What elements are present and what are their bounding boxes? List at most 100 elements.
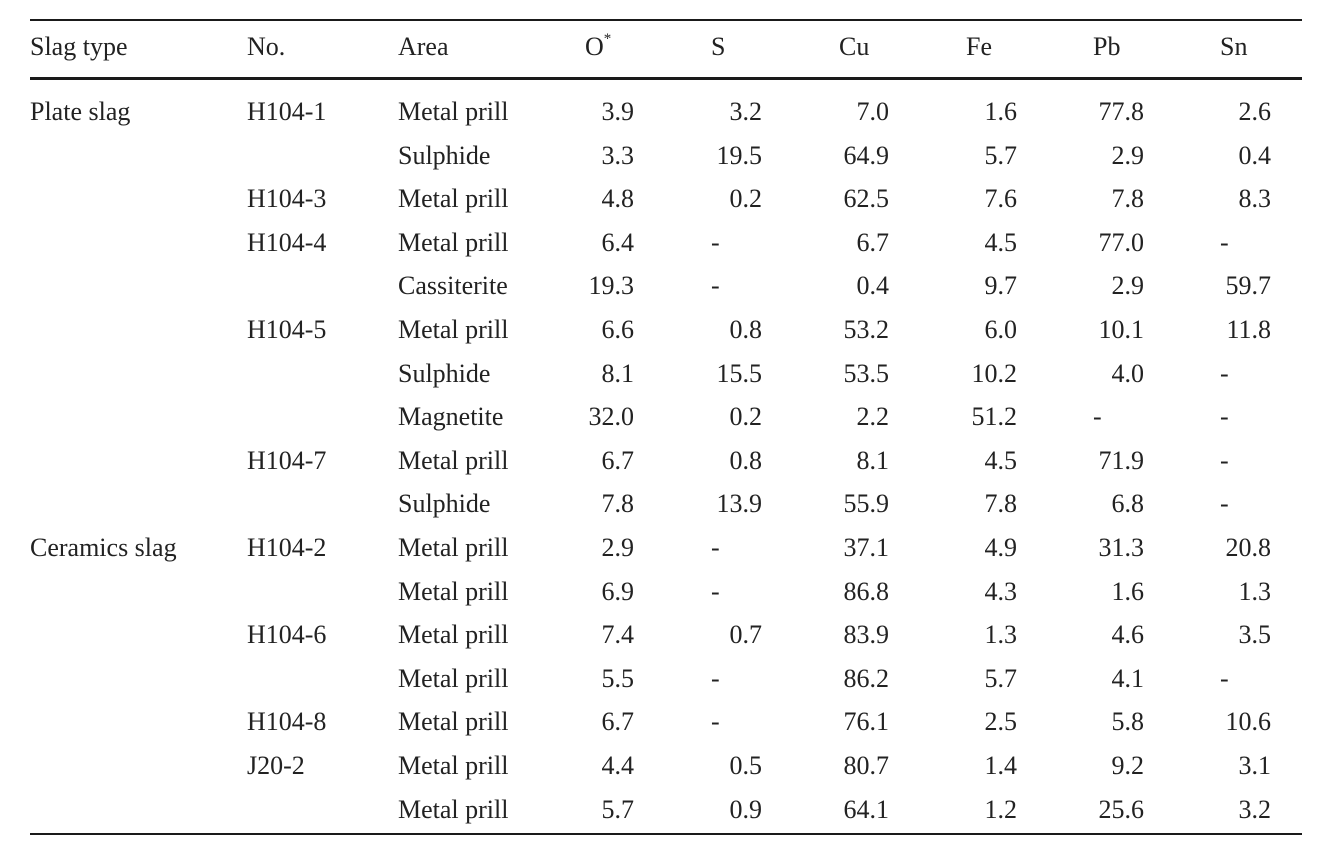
cell-no: H104-8 bbox=[247, 707, 327, 737]
cell-area: Sulphide bbox=[398, 358, 491, 388]
cell-pb: 9.2 bbox=[1111, 751, 1145, 780]
cell-area: Magnetite bbox=[398, 402, 504, 432]
cell-sn: - bbox=[1220, 663, 1229, 693]
cell-sn: 10.6 bbox=[1225, 707, 1272, 737]
cell-area: Cassiterite bbox=[398, 271, 508, 301]
cell-fe: 4.5 bbox=[984, 445, 1018, 475]
cell-cu: 53.5 bbox=[843, 358, 890, 388]
cell-area: Metal prill bbox=[398, 533, 509, 562]
cell-o: 3.9 bbox=[601, 97, 635, 126]
cell-fe: 4.3 bbox=[984, 576, 1018, 606]
cell-sn: - bbox=[1220, 402, 1229, 432]
cell-pb: 2.9 bbox=[1111, 140, 1145, 170]
cell-area: Metal prill bbox=[398, 620, 509, 650]
header-area: Area bbox=[398, 32, 449, 61]
cell-fe: 7.6 bbox=[984, 184, 1018, 214]
table-bottom-rule bbox=[30, 833, 1302, 835]
cell-s: - bbox=[711, 707, 720, 737]
cell-s: 0.8 bbox=[729, 445, 763, 475]
cell-fe: 1.3 bbox=[984, 620, 1018, 650]
cell-sn: 3.1 bbox=[1238, 751, 1272, 780]
cell-cu: 83.9 bbox=[843, 620, 890, 650]
cell-pb: 2.9 bbox=[1111, 271, 1145, 301]
cell-cu: 86.8 bbox=[843, 576, 890, 606]
cell-area: Metal prill bbox=[398, 663, 509, 693]
cell-sn: 11.8 bbox=[1226, 315, 1271, 344]
cell-cu: 86.2 bbox=[843, 663, 890, 693]
cell-no: H104-1 bbox=[247, 97, 327, 126]
cell-pb: 77.0 bbox=[1098, 227, 1145, 257]
cell-area: Metal prill bbox=[398, 97, 509, 126]
cell-fe: 1.2 bbox=[984, 794, 1018, 824]
cell-pb: 31.3 bbox=[1098, 533, 1145, 562]
cell-s: 3.2 bbox=[729, 97, 763, 126]
cell-s: 0.2 bbox=[729, 402, 763, 432]
cell-fe: 5.7 bbox=[984, 140, 1018, 170]
cell-slag-type: Ceramics slag bbox=[30, 533, 177, 562]
cell-sn: - bbox=[1220, 358, 1229, 388]
cell-s: 19.5 bbox=[716, 140, 763, 170]
cell-sn: 1.3 bbox=[1238, 576, 1272, 606]
cell-area: Sulphide bbox=[398, 140, 491, 170]
cell-fe: 4.9 bbox=[984, 533, 1018, 562]
cell-pb: 4.0 bbox=[1111, 358, 1145, 388]
cell-cu: 6.7 bbox=[856, 227, 890, 257]
cell-pb: 25.6 bbox=[1098, 794, 1145, 824]
cell-no: J20-2 bbox=[247, 751, 305, 780]
cell-area: Metal prill bbox=[398, 707, 509, 737]
cell-no: H104-6 bbox=[247, 620, 327, 650]
cell-pb: 10.1 bbox=[1098, 315, 1145, 344]
cell-pb: 1.6 bbox=[1111, 576, 1145, 606]
cell-o: 6.7 bbox=[601, 445, 635, 475]
cell-sn: - bbox=[1220, 489, 1229, 519]
header-no: No. bbox=[247, 32, 286, 61]
cell-o: 6.4 bbox=[601, 227, 635, 257]
header-s: S bbox=[711, 32, 726, 61]
cell-o: 5.5 bbox=[601, 663, 635, 693]
cell-o: 32.0 bbox=[588, 402, 635, 432]
cell-o: 7.8 bbox=[601, 489, 635, 519]
cell-o: 5.7 bbox=[601, 794, 635, 824]
cell-o: 4.4 bbox=[601, 751, 635, 780]
cell-pb: 71.9 bbox=[1098, 445, 1145, 475]
cell-s: - bbox=[711, 227, 720, 257]
cell-cu: 8.1 bbox=[856, 445, 890, 475]
header-sn: Sn bbox=[1220, 32, 1248, 61]
header-slag-type: Slag type bbox=[30, 32, 128, 61]
cell-fe: 10.2 bbox=[971, 358, 1018, 388]
header-o: O* bbox=[585, 32, 611, 62]
cell-s: - bbox=[711, 576, 720, 606]
cell-o: 4.8 bbox=[601, 184, 635, 214]
cell-s: 15.5 bbox=[716, 358, 763, 388]
cell-pb: 6.8 bbox=[1111, 489, 1145, 519]
cell-sn: 2.6 bbox=[1238, 97, 1272, 126]
cell-cu: 55.9 bbox=[843, 489, 890, 519]
cell-cu: 7.0 bbox=[856, 97, 890, 126]
cell-fe: 7.8 bbox=[984, 489, 1018, 519]
cell-area: Sulphide bbox=[398, 489, 491, 519]
cell-fe: 5.7 bbox=[984, 663, 1018, 693]
cell-o: 19.3 bbox=[588, 271, 635, 301]
header-o-footnote-mark: * bbox=[603, 31, 612, 48]
cell-sn: 3.5 bbox=[1238, 620, 1272, 650]
cell-area: Metal prill bbox=[398, 576, 509, 606]
cell-cu: 62.5 bbox=[843, 184, 890, 214]
cell-pb: 77.8 bbox=[1098, 97, 1145, 126]
cell-fe: 51.2 bbox=[971, 402, 1018, 432]
cell-no: H104-7 bbox=[247, 445, 327, 475]
cell-s: 0.9 bbox=[729, 794, 763, 824]
cell-area: Metal prill bbox=[398, 445, 509, 475]
cell-fe: 2.5 bbox=[984, 707, 1018, 737]
cell-no: H104-3 bbox=[247, 184, 327, 214]
cell-no: H104-4 bbox=[247, 227, 327, 257]
cell-cu: 53.2 bbox=[843, 315, 890, 344]
cell-fe: 4.5 bbox=[984, 227, 1018, 257]
cell-cu: 2.2 bbox=[856, 402, 890, 432]
cell-o: 6.7 bbox=[601, 707, 635, 737]
cell-fe: 1.4 bbox=[984, 751, 1018, 780]
header-pb: Pb bbox=[1093, 32, 1121, 61]
cell-s: - bbox=[711, 271, 720, 301]
cell-no: H104-2 bbox=[247, 533, 327, 562]
cell-area: Metal prill bbox=[398, 315, 509, 344]
cell-s: 0.8 bbox=[729, 315, 763, 344]
